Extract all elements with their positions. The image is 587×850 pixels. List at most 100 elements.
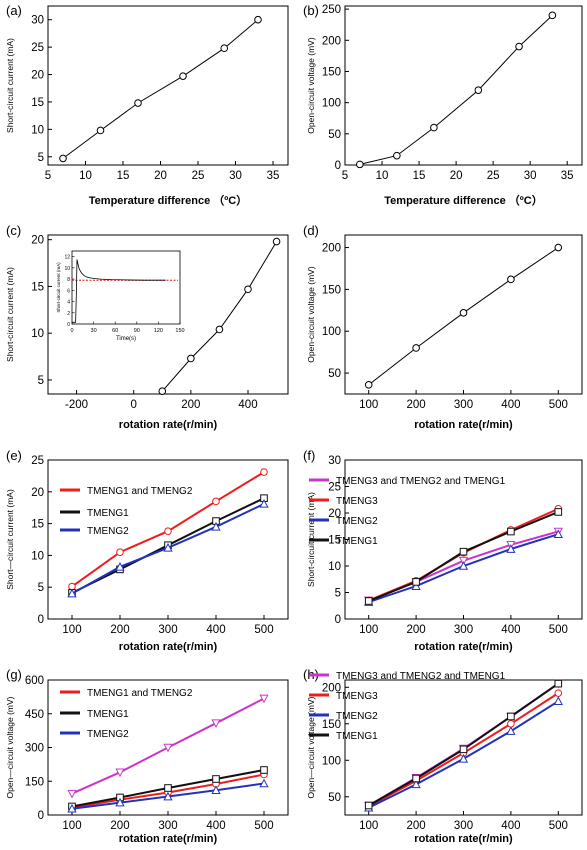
x-tick-label: 10 <box>79 170 92 182</box>
data-point <box>554 679 563 688</box>
y-tick-label: 10 <box>31 124 44 136</box>
x-tick-label: 400 <box>206 820 225 832</box>
panel-label: (f) <box>303 448 315 463</box>
series-line <box>62 19 259 159</box>
data-point <box>430 123 438 132</box>
data-point <box>259 499 269 508</box>
x-tick-label: 35 <box>267 170 280 182</box>
y-tick-label: 300 <box>25 743 44 755</box>
data-point <box>393 151 401 160</box>
data-point <box>364 801 373 810</box>
data-point <box>244 285 252 294</box>
y-tick-label: 50 <box>328 792 341 804</box>
y-tick-label: 25 <box>31 455 44 467</box>
data-point <box>134 99 142 107</box>
inset-chart: 0 30 60 90 120 150 0 2 4 6 8 10 12 Time(s) Short-circu… <box>56 250 185 342</box>
legend-label: TMENG1 <box>336 536 378 547</box>
data-point <box>259 778 269 788</box>
y-tick-label: 100 <box>322 326 341 338</box>
data-point <box>96 126 105 135</box>
data-point <box>507 275 515 284</box>
data-point <box>364 380 373 389</box>
data-point <box>459 745 468 754</box>
inset-x-tick-label: 60 <box>112 328 118 334</box>
y-tick-label: 5 <box>38 582 44 594</box>
inset-x-axis-title: Time(s) <box>116 336 136 342</box>
legend-label: TMENG2 <box>87 526 129 537</box>
x-tick-label: 100 <box>359 399 378 411</box>
x-tick-label: 25 <box>192 170 205 182</box>
chart-panel: (g) 100 200 300 400 500 0 150 300 450 600 rotation … <box>5 667 289 845</box>
legend-label: TMENG1 <box>87 508 129 519</box>
legend-label: TMENG1 <box>87 709 129 720</box>
x-tick-label: -200 <box>65 399 88 411</box>
x-tick-label: 15 <box>117 170 130 182</box>
y-tick-label: 200 <box>322 682 341 694</box>
data-point <box>506 726 516 735</box>
x-tick-label: 300 <box>454 820 473 832</box>
data-point <box>211 521 221 531</box>
data-point <box>553 696 563 705</box>
x-tick-label: 35 <box>561 170 574 182</box>
x-axis-title: rotation rate(r/min) <box>414 641 513 653</box>
x-tick-label: 30 <box>524 170 537 182</box>
y-tick-label: 200 <box>322 243 341 255</box>
chart-panel: (f) 100 200 300 400 500 0 5 10 15 20 25 30 rotation r… <box>303 448 583 653</box>
y-tick-label: 150 <box>25 776 44 788</box>
y-tick-label: 0 <box>335 614 341 626</box>
x-axis-title: rotation rate(r/min) <box>414 419 513 431</box>
data-point <box>164 784 172 792</box>
y-tick-label: 30 <box>31 15 44 27</box>
y-tick-label: 20 <box>31 487 44 499</box>
data-point <box>412 344 420 352</box>
legend-label: TMENG1 <box>336 731 378 742</box>
panel-label: (g) <box>6 667 22 682</box>
x-tick-label: 200 <box>110 624 129 636</box>
legend-label: TMENG2 <box>87 729 129 740</box>
data-point <box>364 597 373 605</box>
panel-label: (a) <box>6 3 22 18</box>
inset-curve <box>72 259 166 323</box>
y-axis-title: Open-circuit voltage (mV) <box>306 266 316 363</box>
x-tick-label: 200 <box>407 820 426 832</box>
y-tick-label: 5 <box>38 375 44 387</box>
y-tick-label: 0 <box>38 810 44 822</box>
x-tick-label: 300 <box>454 624 473 636</box>
x-tick-label: 100 <box>359 820 378 832</box>
y-tick-label: 50 <box>328 368 341 380</box>
inset-y-tick-label: 10 <box>64 266 70 272</box>
inset-x-tick-label: 150 <box>175 328 184 334</box>
y-tick-label: 10 <box>328 561 341 573</box>
x-tick-label: 300 <box>158 624 177 636</box>
x-tick-label: 100 <box>62 820 81 832</box>
x-tick-label: 10 <box>376 170 389 182</box>
inset-x-tick-label: 30 <box>91 328 97 334</box>
inset-y-tick-label: 4 <box>67 300 70 306</box>
x-tick-label: 500 <box>254 624 273 636</box>
y-tick-label: 25 <box>31 42 44 54</box>
y-tick-label: 0 <box>38 614 44 626</box>
y-tick-label: 450 <box>25 709 44 721</box>
x-axis-title: Temperature difference （ºC） <box>384 194 542 207</box>
plot-frame <box>47 459 289 620</box>
x-tick-label: 25 <box>487 170 500 182</box>
inset-y-tick-label: 12 <box>64 255 70 261</box>
legend-label: TMENG2 <box>336 516 378 527</box>
x-tick-label: 500 <box>254 820 273 832</box>
x-tick-label: 300 <box>454 399 473 411</box>
inset-y-tick-label: 6 <box>67 288 70 294</box>
y-tick-label: 0 <box>335 160 341 172</box>
x-axis-title: rotation rate(r/min) <box>119 419 218 431</box>
x-tick-label: 20 <box>450 170 463 182</box>
inset-x-tick-label: 120 <box>154 328 163 334</box>
chart-panel: (e) 100 200 300 400 500 0 5 10 15 20 25 rotation rat… <box>5 448 289 653</box>
legend-label: TMENG3 <box>336 496 378 507</box>
x-tick-label: 500 <box>549 399 568 411</box>
y-tick-label: 150 <box>322 66 341 78</box>
data-point <box>212 497 220 506</box>
legend-label: TMENG3 and TMENG2 and TMENG1 <box>336 671 506 682</box>
data-point <box>507 719 515 728</box>
data-point <box>458 561 469 570</box>
y-tick-label: 30 <box>328 455 341 467</box>
